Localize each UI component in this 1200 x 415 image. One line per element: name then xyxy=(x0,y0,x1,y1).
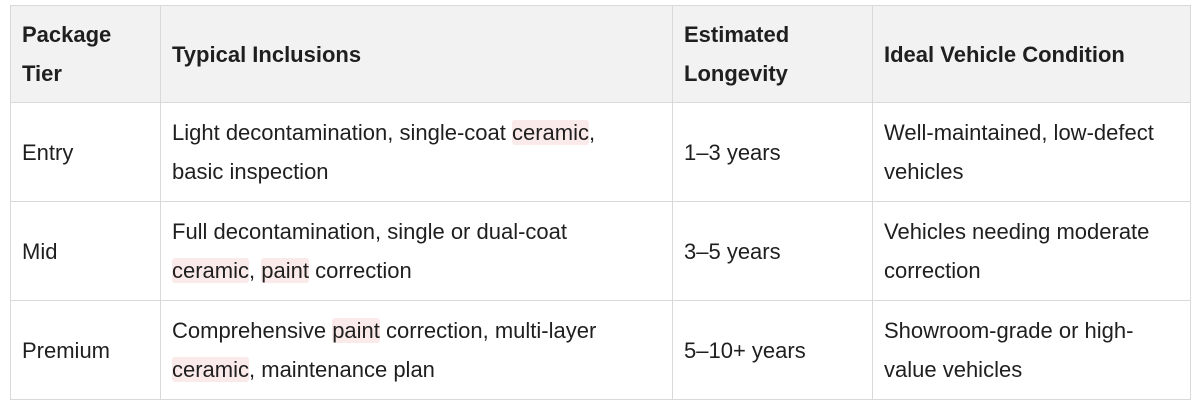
highlighted-term: ceramic xyxy=(172,258,250,283)
table-cell: Mid xyxy=(10,201,161,301)
cell-text: Premium xyxy=(22,337,111,363)
header-cell: Ideal Vehicle Condition xyxy=(872,5,1191,103)
cell-text: Full decontamination, single or dual-coa… xyxy=(172,219,568,244)
table-cell: Light decontamination, single-coat ceram… xyxy=(160,102,673,202)
header-cell: Estimated Longevity xyxy=(672,5,873,103)
cell-text: Comprehensive xyxy=(172,318,333,343)
cell-text: Entry xyxy=(22,139,74,165)
table-cell: Comprehensive paint correction, multi-la… xyxy=(160,300,673,400)
table-row: Mid Full decontamination, single or dual-… xyxy=(10,201,1191,301)
table: Package Tier Typical Inclusions Estimated … xyxy=(10,5,1191,400)
cell-text: Vehicles needing moderate correction xyxy=(884,219,1150,283)
table-row: Entry Light decontamination, single-coat … xyxy=(10,102,1191,202)
cell-text: Light decontamination, single-coat xyxy=(172,120,512,145)
table-row: Premium Comprehensive paint correction, m… xyxy=(10,300,1191,400)
table-cell: Vehicles needing moderate correction xyxy=(872,201,1191,301)
cell-text: 1–3 years xyxy=(684,139,781,165)
table-cell: Premium xyxy=(10,300,161,400)
cell-text: correction xyxy=(308,258,412,283)
table-body: Entry Light decontamination, single-coat … xyxy=(10,102,1191,400)
header-cell: Package Tier xyxy=(10,5,161,103)
header-row: Package Tier Typical Inclusions Estimated … xyxy=(10,5,1191,103)
table-cell: Full decontamination, single or dual-coa… xyxy=(160,201,673,301)
table-cell: 1–3 years xyxy=(672,102,873,202)
table-cell: 3–5 years xyxy=(672,201,873,301)
cell-text: 5–10+ years xyxy=(684,337,806,363)
cell-text: Well-maintained, low-defect vehicles xyxy=(884,120,1154,184)
cell-text: , basic inspection xyxy=(172,120,596,184)
cell-text: Mid xyxy=(22,238,58,264)
highlighted-term: paint xyxy=(332,318,380,343)
table-cell: Well-maintained, low-defect vehicles xyxy=(872,102,1191,202)
header-cell: Typical Inclusions xyxy=(160,5,673,103)
cell-text: Showroom-grade or high-value vehicles xyxy=(884,318,1134,382)
cell-text: 3–5 years xyxy=(684,238,781,264)
table-cell: 5–10+ years xyxy=(672,300,873,400)
highlighted-term: paint xyxy=(261,258,309,283)
cell-text: , xyxy=(249,258,262,283)
table-cell: Entry xyxy=(10,102,161,202)
cell-text: correction, multi-layer xyxy=(379,318,597,343)
table-cell: Showroom-grade or high-value vehicles xyxy=(872,300,1191,400)
cell-text: , maintenance plan xyxy=(249,357,435,382)
highlighted-term: ceramic xyxy=(512,120,590,145)
table-header: Package Tier Typical Inclusions Estimated … xyxy=(10,5,1191,103)
highlighted-term: ceramic xyxy=(172,357,250,382)
